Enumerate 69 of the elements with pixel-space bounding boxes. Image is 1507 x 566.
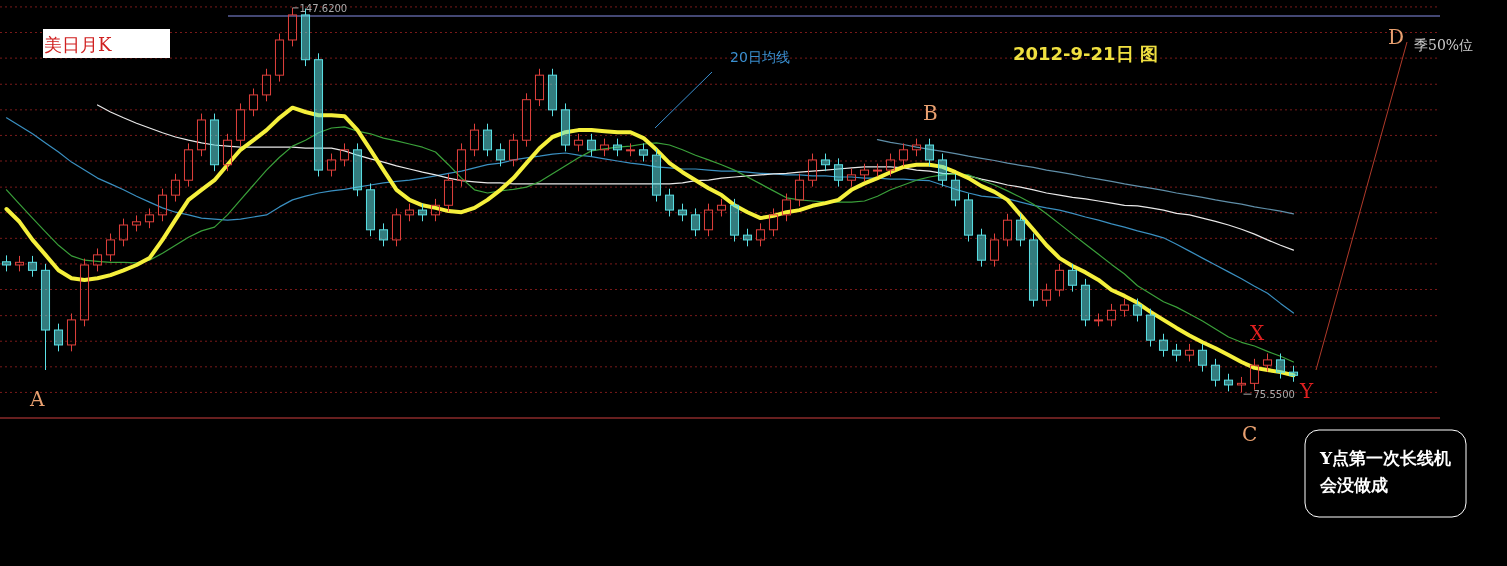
candlestick <box>729 198 740 243</box>
candlestick <box>521 92 532 148</box>
candlestick <box>950 173 961 207</box>
candlestick <box>742 228 753 247</box>
candlestick <box>833 157 844 188</box>
candlestick <box>534 68 545 107</box>
annotation: 美日月K <box>44 34 112 55</box>
candlestick <box>820 153 831 172</box>
candlestick <box>586 133 597 157</box>
candlestick <box>1288 365 1299 383</box>
annotation: 20日均线 <box>730 49 790 65</box>
candlestick <box>547 68 558 117</box>
candlestick <box>417 203 428 222</box>
candlestick <box>612 138 623 157</box>
annotation: 147.6200 <box>299 2 348 14</box>
candlestick <box>1223 373 1234 392</box>
candlestick <box>1158 333 1169 358</box>
candlestick <box>209 113 220 172</box>
candlestick <box>664 188 675 217</box>
candlestick <box>352 142 363 197</box>
candlestick <box>27 255 38 278</box>
candlestick <box>222 133 233 172</box>
candlestick <box>1067 263 1078 293</box>
text: Y点第一次长线机会没做成 <box>1319 448 1452 495</box>
annotation: A <box>29 387 45 411</box>
candlestick <box>235 102 246 148</box>
candlestick <box>170 173 181 203</box>
candlestick <box>924 138 935 167</box>
candlestick <box>976 228 987 268</box>
text: 季50%位 <box>1414 37 1474 53</box>
candlestick <box>937 153 948 188</box>
candlestick <box>183 142 194 188</box>
candlestick <box>1080 278 1091 327</box>
candlestick <box>1262 352 1273 373</box>
annotation: 2012-9-21日 图 <box>1013 43 1158 64</box>
text: C <box>1242 422 1258 446</box>
candlestick <box>456 142 467 188</box>
annotation: B <box>923 101 938 125</box>
candlestick <box>1028 233 1039 308</box>
candlestick <box>378 222 389 247</box>
candlestick <box>690 207 701 237</box>
candlestick <box>1132 298 1143 322</box>
annotation: Y <box>1299 379 1314 403</box>
candlestick <box>40 263 51 371</box>
candlestick <box>1171 343 1182 362</box>
candlestick <box>1197 343 1208 373</box>
candlestick <box>495 142 506 167</box>
candlestick <box>1249 358 1260 391</box>
text: D <box>1388 25 1405 49</box>
annotation: 75.5500 <box>1253 389 1295 401</box>
candlestick <box>365 182 376 237</box>
candlestick <box>482 123 493 157</box>
candlestick <box>1015 213 1026 247</box>
candlestick <box>651 148 662 203</box>
candlestick <box>313 52 324 177</box>
candlestick <box>144 207 155 229</box>
candlestick <box>1210 358 1221 388</box>
candlestick <box>53 323 64 352</box>
candlestick <box>677 203 688 222</box>
candlestick <box>963 193 974 243</box>
annotation: X <box>1250 321 1265 345</box>
candlestick <box>768 207 779 237</box>
candlestick <box>1145 308 1156 348</box>
candlestick <box>443 173 454 213</box>
candlestick <box>1275 352 1286 380</box>
candlestick <box>560 102 571 152</box>
candlestick <box>638 142 649 163</box>
candlestick <box>1 254 12 272</box>
candlestick <box>846 167 857 188</box>
